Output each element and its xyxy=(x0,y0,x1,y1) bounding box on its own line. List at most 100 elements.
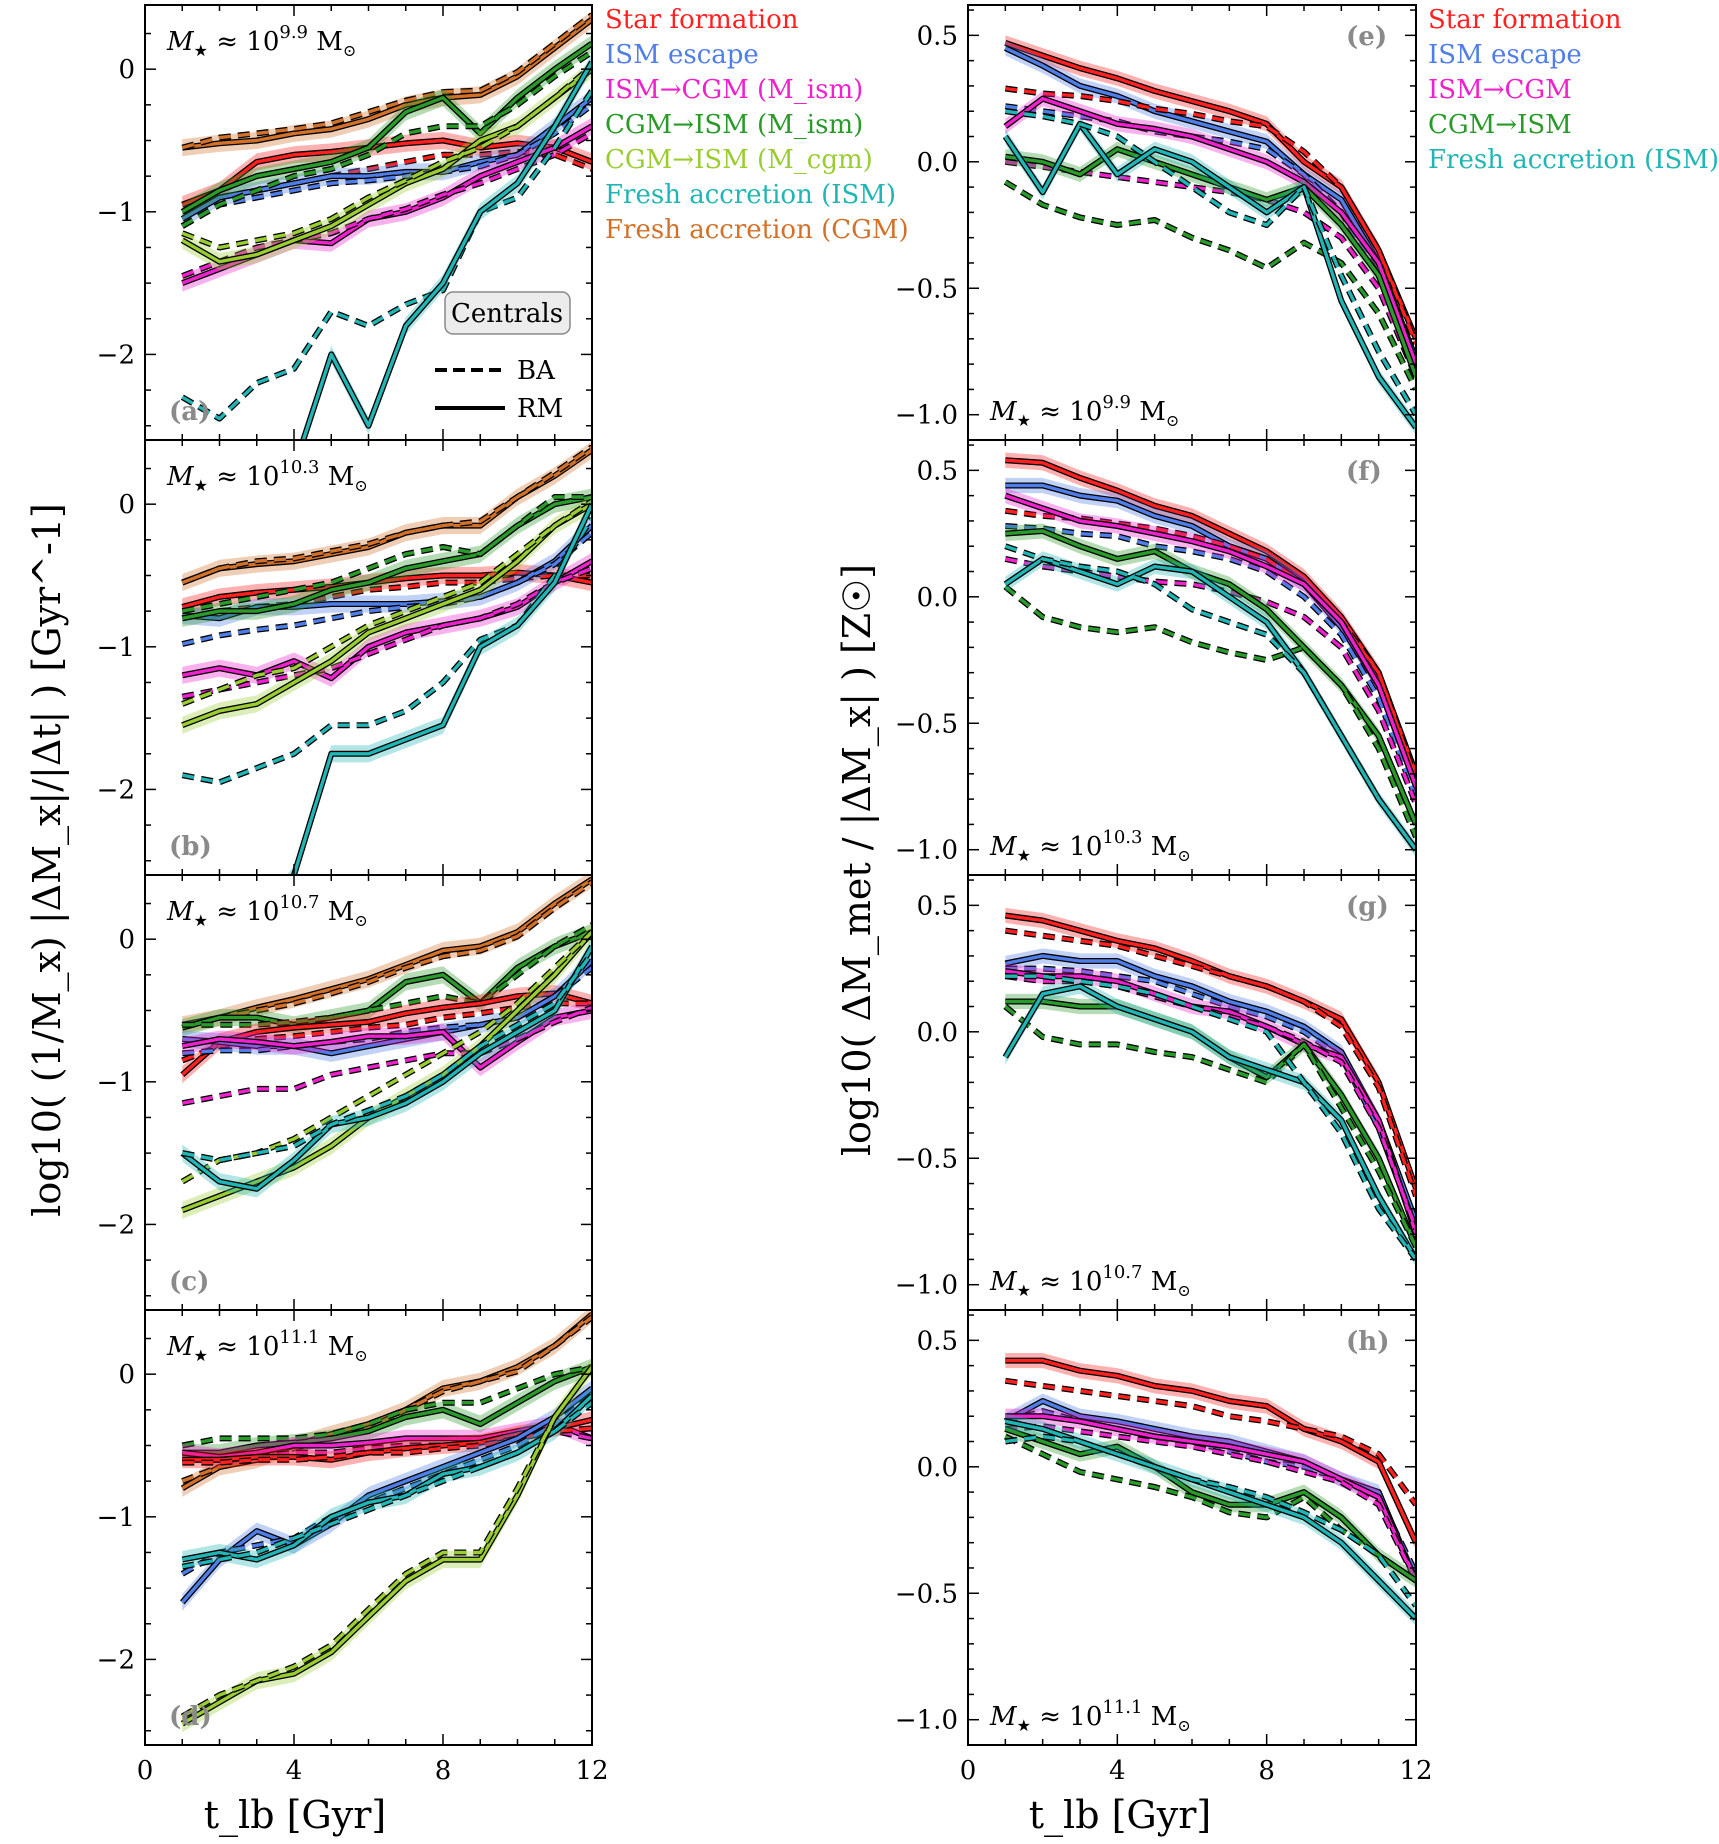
panel-e: −1.0 −0.5 0.0 0.5 (e) M★ ≈ 109.9 M⊙ xyxy=(895,4,1417,441)
series-line-cgm2ism-BA xyxy=(1004,1434,1416,1583)
y-tick-label: −0.5 xyxy=(895,1144,958,1174)
plot-area-e xyxy=(1002,35,1416,435)
series-line-cgm2ism-BA xyxy=(1004,180,1416,391)
x-tick-label: 8 xyxy=(1258,1756,1275,1786)
legend-left-item: CGM→ISM (M_ism) xyxy=(605,110,863,140)
series-line-sf-RM xyxy=(1005,1358,1416,1544)
series-line-ism2cgm-BA xyxy=(181,131,592,278)
series-band-ism2cgm xyxy=(182,552,592,687)
series-band-fresh_cgm xyxy=(182,441,592,592)
x-tick-label: 4 xyxy=(286,1756,303,1786)
y-tick-label: −1 xyxy=(97,1068,135,1098)
y-tick-label: −1.0 xyxy=(895,1706,958,1736)
y-tick-label: −1 xyxy=(97,198,135,228)
plot-area-b xyxy=(181,441,592,875)
series-line-fresh_cgm-BA xyxy=(181,1315,592,1483)
y-tick-label: 0.0 xyxy=(917,583,958,613)
legend-right-item: ISM→CGM xyxy=(1428,75,1572,105)
series-line-fresh_ism-RM xyxy=(181,945,592,1191)
series-line-fresh_cgm-RM xyxy=(182,17,592,150)
panel-b: −2 −1 0 (b) M★ ≈ 1010.3 M⊙ xyxy=(97,439,593,876)
y-tick-label: −1 xyxy=(97,1503,135,1533)
series-band-esc xyxy=(1005,40,1416,367)
series-line-cgm2ism-RM xyxy=(1004,1427,1416,1583)
y-tick-label: −1.0 xyxy=(895,1271,958,1301)
panel-f: −1.0 −0.5 0.0 0.5 (f) M★ ≈ 1010.3 M⊙ xyxy=(895,439,1417,876)
y-tick-label: −1 xyxy=(97,633,135,663)
series-line-fresh_ism-BA xyxy=(1005,1434,1416,1607)
style-legend-label: BA xyxy=(517,356,556,386)
series-band-esc xyxy=(1005,477,1416,795)
left-x-axis-label: t_lb [Gyr] xyxy=(204,1793,386,1838)
left-y-axis-label: log10( (1/M_x) |ΔM_x|/|Δt| ) [Gyr^-1] xyxy=(25,503,70,1217)
series-band-esc xyxy=(182,1379,592,1611)
series-line-cgm2ism_cgm-BA xyxy=(181,930,592,1184)
legend-left-item: ISM→CGM (M_ism) xyxy=(605,75,863,105)
right-x-axis-label: t_lb [Gyr] xyxy=(1029,1793,1211,1838)
series-line-fresh_ism-BA xyxy=(181,1401,592,1569)
series-line-cgm2ism_cgm-RM xyxy=(181,502,592,727)
series-line-fresh_ism-RM xyxy=(1003,984,1416,1261)
plot-area-a xyxy=(180,10,592,440)
series-line-cgm2ism-RM xyxy=(182,1365,592,1455)
series-band-fresh_cgm xyxy=(182,875,592,1034)
stellar-mass-label: M★ ≈ 1011.1 M⊙ xyxy=(989,1697,1191,1735)
series-line-sf-BA xyxy=(1005,86,1416,345)
y-tick-label: 0 xyxy=(118,55,135,85)
y-tick-label: 0.0 xyxy=(917,1018,958,1048)
series-line-ism2cgm-RM xyxy=(1004,96,1416,365)
y-tick-label: 0.5 xyxy=(917,456,958,486)
y-tick-label: −0.5 xyxy=(895,274,958,304)
legend-right: Star formation ISM escape ISM→CGM CGM→IS… xyxy=(1428,5,1719,175)
legend-left: Star formation ISM escape ISM→CGM (M_ism… xyxy=(605,5,909,245)
series-band-sf xyxy=(1005,1352,1416,1551)
panel-letter: (h) xyxy=(1346,1327,1390,1357)
legend-left-item: Star formation xyxy=(605,5,799,35)
y-tick-label: 0 xyxy=(118,1360,135,1390)
series-line-esc-RM xyxy=(1004,46,1416,360)
centrals-box: Centrals xyxy=(444,291,571,335)
panel-letter: (g) xyxy=(1346,892,1389,922)
panel-letter: (c) xyxy=(169,1267,209,1297)
series-line-sf-RM xyxy=(181,138,592,207)
series-line-cgm2ism_cgm-BA xyxy=(181,1365,592,1718)
series-band-sf xyxy=(1005,452,1416,782)
series-line-cgm2ism-RM xyxy=(181,930,592,1030)
y-tick-label: 0.5 xyxy=(917,891,958,921)
legend-right-item: Fresh accretion (ISM) xyxy=(1428,145,1719,175)
centrals-label: Centrals xyxy=(451,299,563,329)
series-line-cgm2ism-BA xyxy=(1004,585,1416,838)
series-line-ism2cgm-RM xyxy=(181,559,592,680)
legend-left-item: Fresh accretion (ISM) xyxy=(605,180,896,210)
series-band-fresh_ism xyxy=(182,1387,592,1569)
series-line-esc-BA xyxy=(181,531,592,646)
panel-letter: (d) xyxy=(169,1702,212,1732)
series-line-ism2cgm-RM xyxy=(182,1422,592,1459)
y-tick-label: −1.0 xyxy=(895,836,958,866)
style-legend-label: RM xyxy=(517,394,563,424)
series-line-sf-BA xyxy=(1005,1379,1416,1506)
series-line-ism2cgm-RM xyxy=(1004,493,1416,788)
legend-right-item: Star formation xyxy=(1428,5,1622,35)
series-line-cgm2ism_cgm-RM xyxy=(181,1365,592,1726)
series-line-cgm2ism-BA xyxy=(181,50,592,228)
series-line-esc-BA xyxy=(181,103,592,228)
stellar-mass-label: M★ ≈ 1010.3 M⊙ xyxy=(166,457,368,495)
panel-a: −2 −1 0 (a) M★ ≈ 109.9 M⊙ xyxy=(97,4,593,441)
plot-area-c xyxy=(180,875,592,1219)
panel-letter: (b) xyxy=(169,832,212,862)
y-tick-label: −2 xyxy=(97,1210,135,1240)
series-line-cgm2ism_cgm-BA xyxy=(181,65,592,250)
panel-c: −2 −1 0 (c) M★ ≈ 1010.7 M⊙ xyxy=(97,874,593,1311)
y-tick-label: 0.0 xyxy=(917,148,958,178)
series-line-cgm2ism_cgm-RM xyxy=(181,930,592,1212)
series-band-esc xyxy=(182,517,592,627)
series-line-esc-BA xyxy=(181,1394,592,1576)
x-tick-label: 0 xyxy=(137,1756,154,1786)
series-band-cgm2ism_cgm xyxy=(182,923,592,1219)
series-line-fresh_ism-RM xyxy=(1004,557,1416,851)
series-line-cgm2ism-BA xyxy=(181,495,592,613)
x-tick-label: 8 xyxy=(435,1756,452,1786)
x-tick-label: 12 xyxy=(1399,1756,1432,1786)
